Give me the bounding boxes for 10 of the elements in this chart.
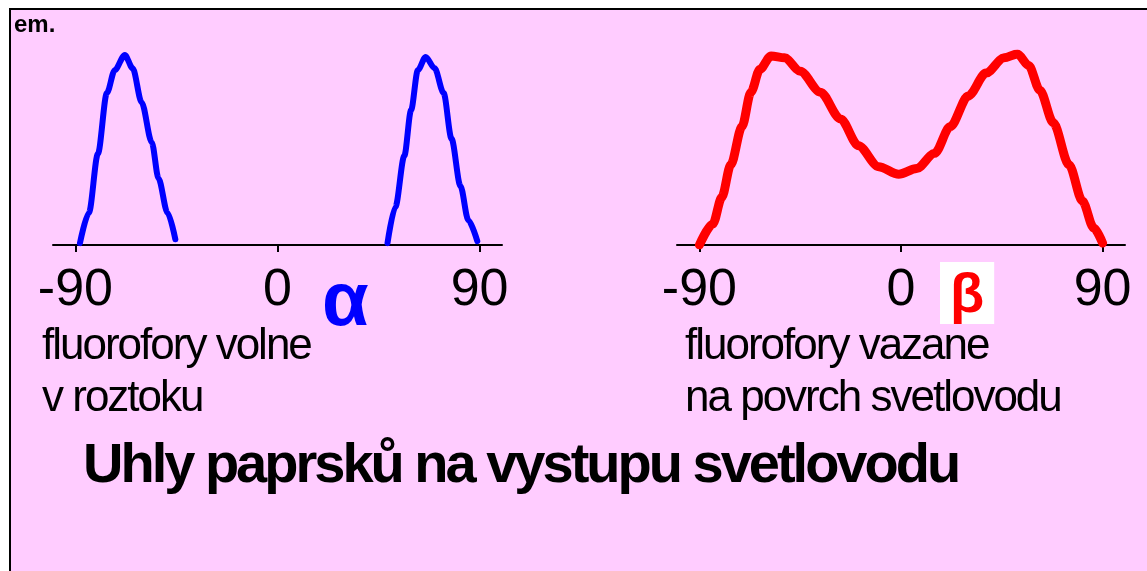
text: fluorofory volne v roztoku [42, 318, 311, 422]
x-tick-label: 0 [886, 258, 916, 316]
x-axis-title: α [322, 255, 369, 341]
x-tick-label: 90 [450, 258, 509, 316]
x-tick-label: 0 [263, 258, 292, 316]
x-tick-label: 90 [1073, 258, 1132, 316]
text: em. [14, 10, 56, 37]
text: Uhly paprsků na vystupu svetlovodu [83, 431, 959, 494]
x-tick-label: -90 [661, 258, 737, 316]
x-tick-label: -90 [37, 258, 114, 316]
